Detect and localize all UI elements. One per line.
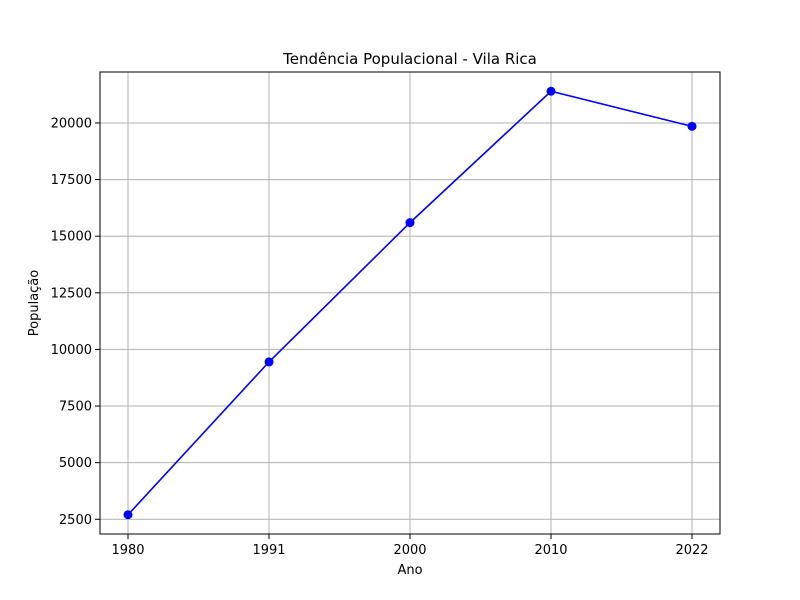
y-tick-label: 20000	[51, 116, 92, 131]
chart-title: Tendência Populacional - Vila Rica	[282, 50, 537, 68]
grid-layer	[100, 72, 720, 534]
x-tick-label: 1991	[252, 543, 285, 558]
y-tick-label: 12500	[51, 286, 92, 301]
x-ticks-layer: 1980 1991 2000 2010 2022	[111, 534, 709, 558]
y-tick-label: 7500	[59, 400, 92, 415]
x-axis-label: Ano	[397, 563, 422, 578]
y-axis-label: População	[27, 270, 42, 337]
data-point	[264, 357, 274, 367]
y-ticks-layer: 2500 5000 7500 10000 12500 15000 17500 20000	[51, 116, 100, 528]
data-point	[405, 218, 415, 228]
y-tick-label: 10000	[51, 343, 92, 358]
y-tick-label: 5000	[59, 456, 92, 471]
x-tick-label: 2010	[534, 543, 567, 558]
data-point	[123, 510, 133, 520]
y-tick-label: 17500	[51, 173, 92, 188]
series-layer	[123, 86, 697, 520]
y-tick-label: 15000	[51, 230, 92, 245]
data-point	[546, 86, 556, 96]
data-point	[687, 121, 697, 131]
x-tick-label: 2000	[393, 543, 426, 558]
x-tick-label: 2022	[675, 543, 708, 558]
x-tick-label: 1980	[111, 543, 144, 558]
y-tick-label: 2500	[59, 513, 92, 528]
